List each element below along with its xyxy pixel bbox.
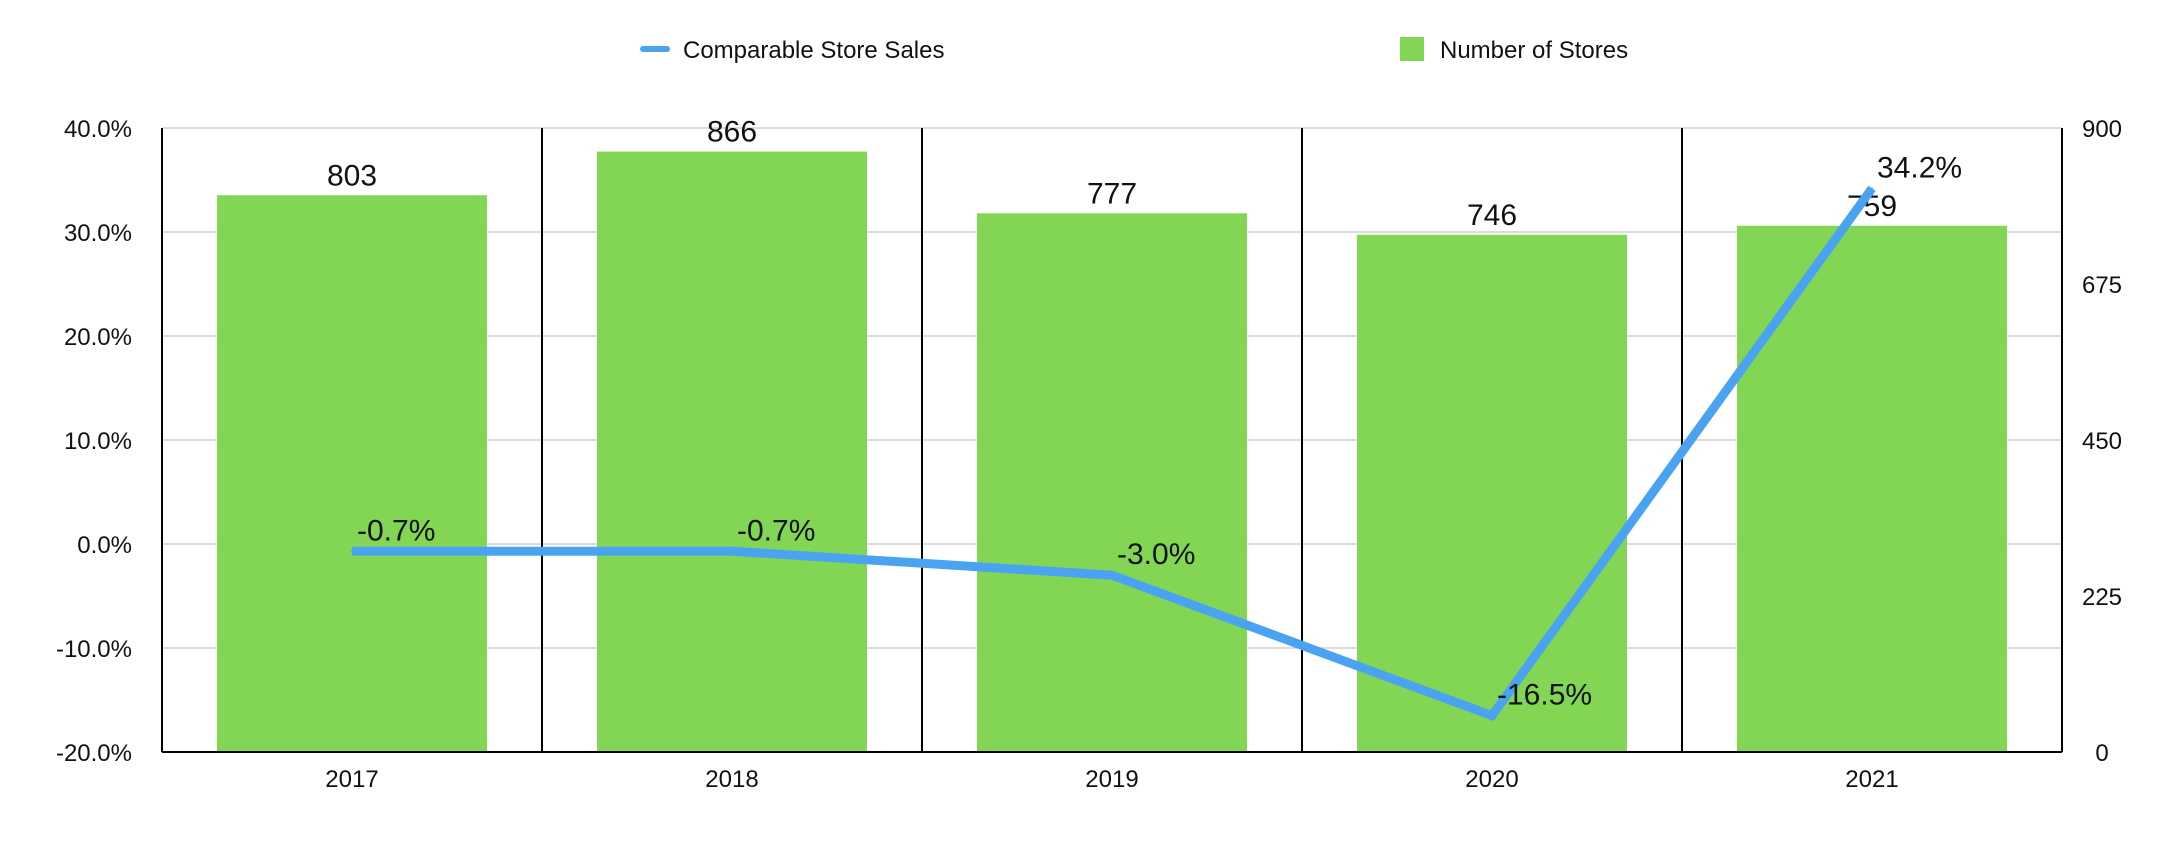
line-data-label: 34.2%: [1877, 151, 1962, 184]
line-point-2021: [1871, 187, 1873, 190]
x-tick-label: 2017: [325, 766, 378, 793]
right-tick-label: 225: [2082, 584, 2122, 611]
line-data-label: -0.7%: [357, 514, 435, 547]
left-tick-label: -20.0%: [56, 740, 132, 767]
legend-bar-swatch: [1400, 37, 1424, 61]
bar-data-label: 803: [327, 159, 377, 192]
line-point-2017: [351, 550, 353, 553]
line-point-2020: [1491, 714, 1493, 717]
legend-label-number-of-stores: Number of Stores: [1440, 37, 1628, 64]
left-tick-label: 0.0%: [77, 532, 132, 559]
line-data-label: -0.7%: [737, 514, 815, 547]
line-data-label: -16.5%: [1497, 679, 1592, 712]
line-point-2018: [731, 550, 733, 553]
bar-2020: [1357, 234, 1627, 753]
right-tick-label: 675: [2082, 272, 2122, 299]
left-tick-label: 40.0%: [64, 116, 132, 143]
x-tick-label: 2021: [1845, 766, 1898, 793]
bar-2019: [977, 213, 1247, 752]
bar-2021: [1737, 225, 2007, 752]
x-tick-label: 2019: [1085, 766, 1138, 793]
left-tick-label: 20.0%: [64, 324, 132, 351]
right-tick-label: 0: [2095, 740, 2108, 767]
bar-data-label: 746: [1467, 199, 1517, 232]
bar-data-label: 866: [707, 116, 757, 149]
left-tick-label: 30.0%: [64, 220, 132, 247]
line-point-2019: [1111, 574, 1113, 577]
x-axis: 2017 2018 2019 2020 2021: [325, 766, 1898, 793]
line-data-label: -3.0%: [1117, 538, 1195, 571]
x-tick-label: 2020: [1465, 766, 1518, 793]
bar-2017: [217, 195, 487, 753]
bar-2018: [597, 151, 867, 752]
left-axis: 40.0% 30.0% 20.0% 10.0% 0.0% -10.0% -20.0%: [56, 116, 132, 767]
left-tick-label: -10.0%: [56, 636, 132, 663]
line-data-labels: -0.7% -0.7% -3.0% -16.5% 34.2%: [357, 151, 1962, 711]
left-tick-label: 10.0%: [64, 428, 132, 455]
line-series: [351, 185, 1876, 722]
right-tick-label: 450: [2082, 428, 2122, 455]
right-tick-label: 900: [2082, 116, 2122, 143]
legend: Comparable Store Sales Number of Stores: [640, 37, 1628, 64]
plot-frame: [161, 128, 2063, 753]
bars: [217, 151, 2007, 753]
x-tick-label: 2018: [705, 766, 758, 793]
right-axis: 900 675 450 225 0: [2082, 116, 2122, 767]
bar-data-label: 777: [1087, 177, 1137, 210]
legend-label-comparable-store-sales: Comparable Store Sales: [683, 37, 944, 64]
